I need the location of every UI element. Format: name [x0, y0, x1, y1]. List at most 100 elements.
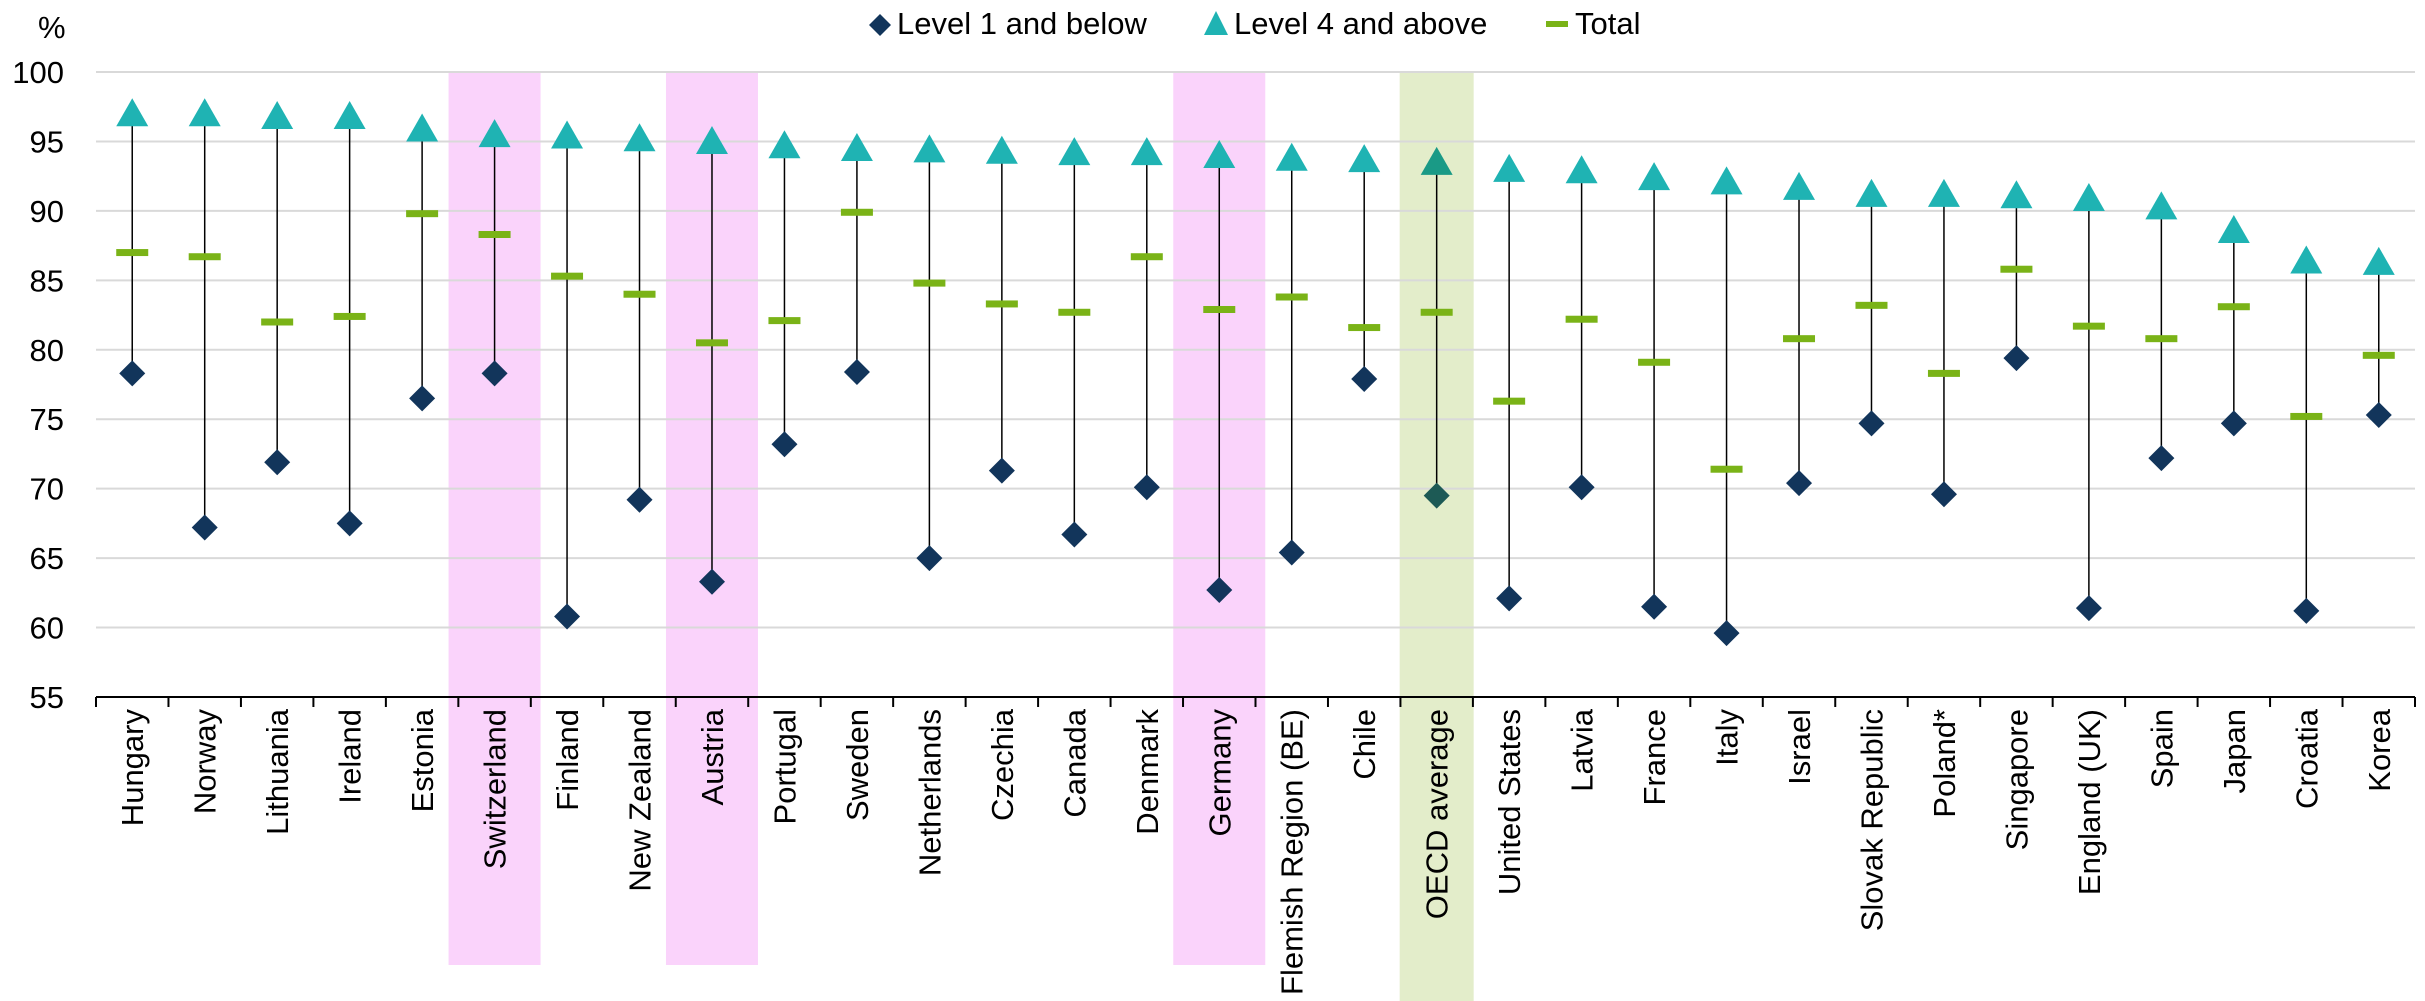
x-tick-label-lithuania: Lithuania [260, 708, 295, 835]
level4-mark-latvia [1565, 155, 1598, 184]
level4-mark-ireland [333, 101, 366, 130]
level4-mark-oecd-average [1420, 146, 1453, 175]
total-mark-austria [695, 339, 728, 347]
total-mark-israel [1783, 335, 1816, 343]
x-tick-label-sweden: Sweden [840, 709, 875, 821]
x-tick-label-portugal: Portugal [767, 709, 802, 824]
x-tick-label-croatia: Croatia [2289, 708, 2324, 809]
x-tick-label-korea: Korea [2362, 708, 2397, 791]
legend-label-total: Total [1575, 6, 1640, 41]
level4-mark-italy [1710, 166, 1743, 195]
x-tick-label-new-zealand: New Zealand [623, 709, 658, 892]
x-tick-label-denmark: Denmark [1130, 709, 1165, 835]
x-tick-label-france: France [1637, 709, 1672, 805]
level1-mark-estonia [409, 385, 436, 412]
level1-mark-germany [1206, 577, 1233, 604]
x-tick-label-flemish-region-be: Flemish Region (BE) [1275, 709, 1310, 995]
total-mark-poland [1927, 369, 1960, 377]
level4-mark-new-zealand [623, 123, 656, 152]
total-mark-portugal [768, 317, 801, 325]
level4-mark-denmark [1130, 137, 1163, 166]
gridlines [96, 71, 2415, 629]
x-tick-label-japan: Japan [2217, 709, 2252, 793]
x-tick-label-canada: Canada [1057, 708, 1092, 817]
y-tick-label-100: 100 [12, 55, 64, 90]
level4-mark-united-states [1493, 153, 1526, 182]
level1-mark-hungary [119, 360, 146, 387]
level1-mark-oecd-average [1423, 482, 1450, 509]
y-tick-label-55: 55 [30, 680, 64, 715]
level4-mark-israel [1783, 171, 1816, 200]
data-marks [116, 98, 2395, 647]
total-mark-finland [551, 272, 584, 280]
y-tick-label-90: 90 [30, 194, 64, 229]
level4-mark-france [1638, 162, 1671, 191]
total-mark-ireland [333, 312, 366, 320]
total-mark-sweden [840, 208, 873, 216]
total-mark-france [1638, 358, 1671, 366]
level1-mark-lithuania [264, 449, 291, 476]
level1-mark-korea [2365, 402, 2392, 429]
level1-mark-flemish-region-be [1278, 539, 1305, 566]
x-tick-label-chile: Chile [1347, 709, 1382, 780]
y-tick-label-85: 85 [30, 263, 64, 298]
total-mark-italy [1710, 465, 1743, 473]
total-mark-flemish-region-be [1275, 293, 1308, 301]
total-mark-netherlands [913, 279, 946, 287]
total-mark-estonia [406, 210, 439, 218]
level1-mark-austria [698, 568, 725, 595]
x-tick-label-united-states: United States [1492, 709, 1527, 895]
level1-mark-new-zealand [626, 486, 653, 513]
level1-mark-england-uk [2075, 595, 2102, 622]
level4-mark-croatia [2290, 245, 2323, 274]
level1-mark-norway [191, 514, 218, 541]
total-mark-germany [1203, 306, 1236, 313]
level4-mark-korea [2362, 246, 2395, 275]
level4-mark-portugal [768, 130, 801, 159]
x-tick-label-ireland: Ireland [333, 709, 368, 804]
level1-mark-france [1641, 593, 1668, 620]
x-tick-label-italy: Italy [1710, 709, 1745, 766]
level1-mark-israel [1786, 470, 1813, 497]
total-mark-denmark [1130, 253, 1163, 261]
level1-mark-finland [554, 603, 581, 630]
x-tick-label-israel: Israel [1782, 709, 1817, 785]
level1-mark-singapore [2003, 345, 2030, 372]
level4-mark-poland [1927, 178, 1960, 207]
level1-mark-switzerland [481, 360, 508, 387]
level1-mark-japan [2220, 410, 2247, 437]
y-axis-unit-label: % [38, 10, 66, 45]
x-tick-label-netherlands: Netherlands [912, 709, 947, 876]
legend-marker-total-dash [1546, 21, 1568, 27]
y-tick-label-65: 65 [30, 541, 64, 576]
y-tick-label-95: 95 [30, 124, 64, 159]
x-tick-label-latvia: Latvia [1565, 708, 1600, 791]
x-tick-label-germany: Germany [1202, 709, 1237, 837]
level4-mark-netherlands [913, 134, 946, 163]
legend: Level 1 and below Level 4 and above Tota… [869, 6, 1640, 41]
y-tick-label-70: 70 [30, 472, 64, 507]
legend-label-level4: Level 4 and above [1234, 6, 1487, 41]
legend-marker-level1-diamond [869, 14, 891, 36]
y-tick-label-75: 75 [30, 402, 64, 437]
level1-mark-united-states [1496, 585, 1523, 612]
total-mark-hungary [116, 249, 149, 257]
total-mark-lithuania [261, 318, 294, 326]
level4-mark-estonia [406, 113, 439, 142]
level4-mark-japan [2217, 214, 2250, 243]
x-tick-label-poland: Poland* [1927, 709, 1962, 818]
level1-mark-latvia [1568, 474, 1595, 501]
level1-mark-ireland [336, 510, 363, 537]
axes [95, 696, 2416, 707]
level4-mark-hungary [116, 98, 149, 127]
total-mark-korea [2362, 351, 2395, 359]
total-mark-spain [2145, 335, 2178, 343]
level4-mark-czechia [985, 135, 1018, 164]
level4-mark-switzerland [478, 119, 511, 148]
level1-mark-italy [1713, 620, 1740, 647]
x-tick-label-austria: Austria [695, 708, 730, 805]
total-mark-singapore [2000, 265, 2033, 273]
level4-mark-singapore [2000, 180, 2033, 209]
legend-label-level1: Level 1 and below [897, 6, 1148, 41]
